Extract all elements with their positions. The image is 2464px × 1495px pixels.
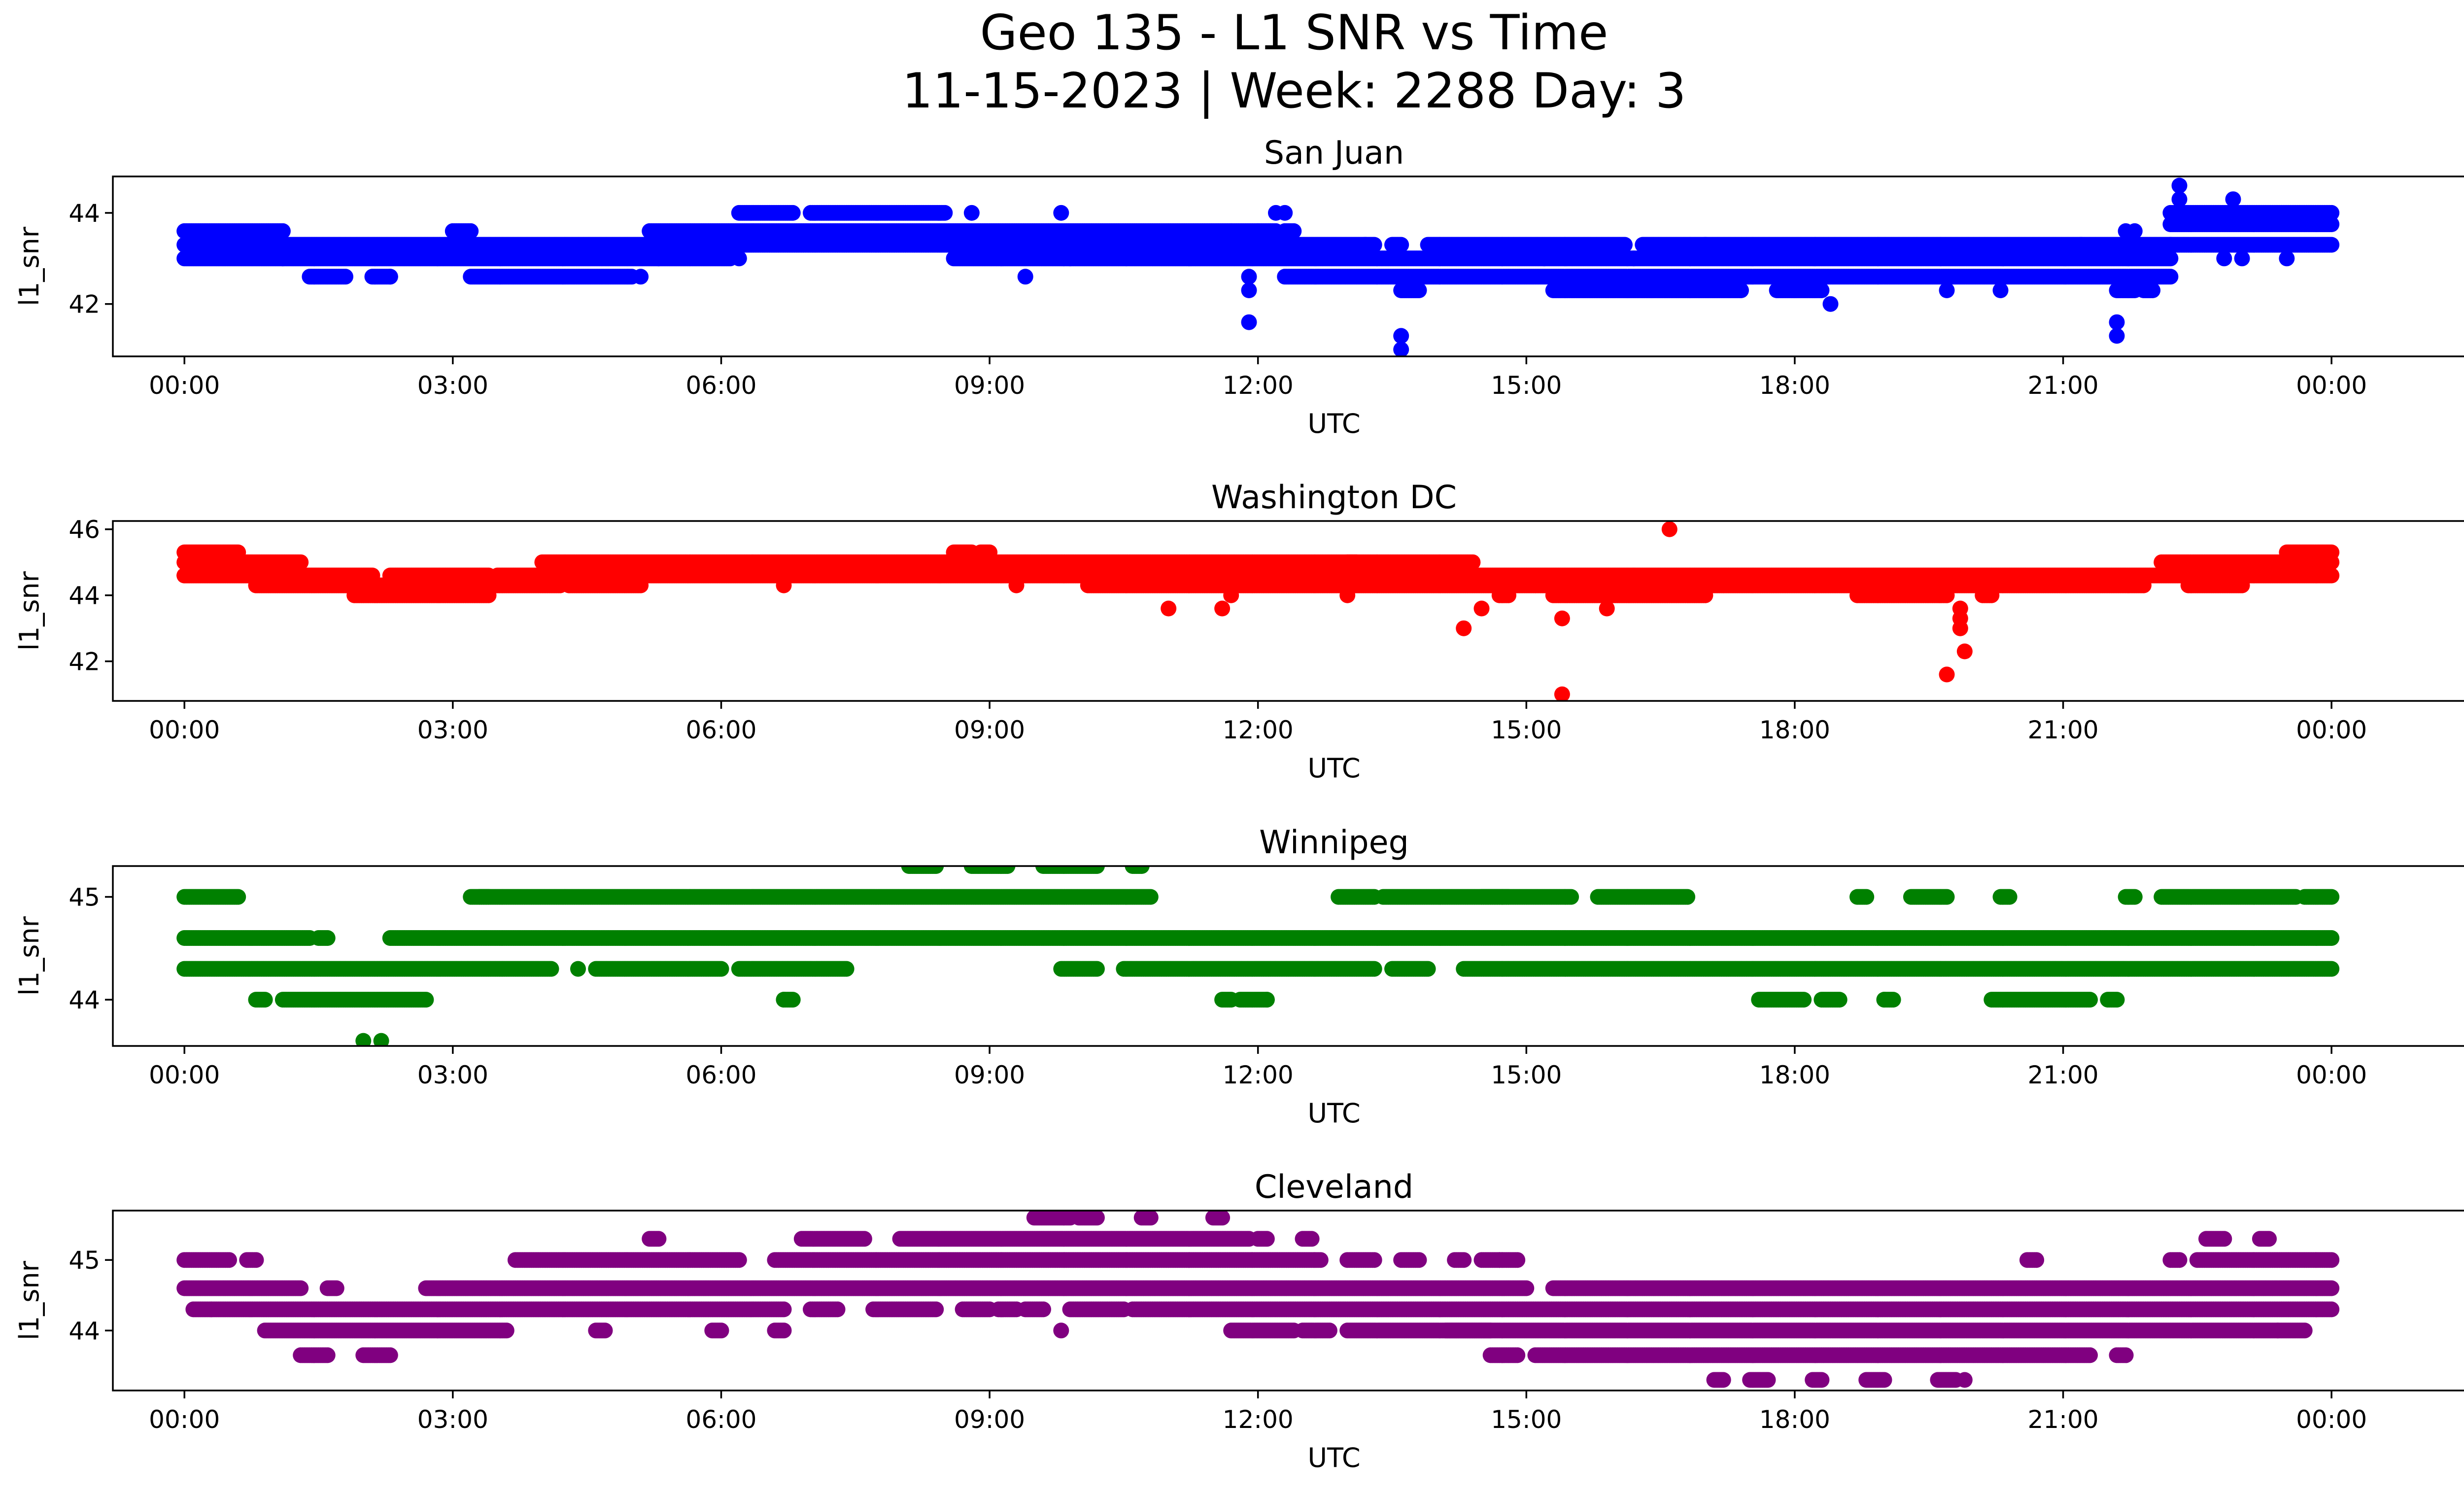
data-point [2324,237,2340,253]
data-point [1053,205,1069,221]
x-tick-label: 06:00 [685,371,756,400]
data-point [1223,223,1239,239]
subplot-0: San Juan 00:00 03:00 06:00 09:00 12:00 15:00 18… [14,135,2464,439]
data-point [963,205,980,221]
data-point [382,269,398,285]
data-point [1536,250,1552,267]
data-point [1733,282,1749,298]
data-point [1241,269,1257,285]
subplot-title: Washington DC [1211,479,1457,516]
y-tick-label: 42 [68,290,100,319]
y-tick-label: 44 [68,199,100,228]
data-point [1465,554,1481,570]
x-tick-label: 18:00 [1759,371,1830,400]
data-point [2118,223,2134,239]
data-point [2162,250,2179,267]
data-point [1786,282,1803,298]
data-point [1393,342,1409,356]
data-point [937,205,953,221]
data-point [2225,191,2241,208]
data-point [1393,237,1409,253]
data-point [1992,282,2009,298]
data-point [1259,237,1275,253]
data-point [1241,314,1257,330]
data-point [2216,250,2232,267]
figure-title-line2: 11-15-2023 | Week: 2288 Day: 3 [902,63,1686,119]
data-point [2279,250,2295,267]
data-point [463,223,479,239]
x-tick-label: 00:00 [2296,371,2367,400]
data-point [1268,205,1284,221]
data-point [2145,282,2161,298]
data-point [1250,223,1266,239]
data-point [2171,177,2188,194]
x-tick-label: 09:00 [954,371,1025,400]
data-point [1939,282,1955,298]
x-tick-label: 00:00 [149,371,220,400]
data-point [293,554,309,570]
data-point [2171,191,2188,208]
data-point [2234,250,2250,267]
x-tick-label: 15:00 [1491,371,1562,400]
x-axis-label: UTC [1307,408,1360,439]
data-point [1393,328,1409,344]
subplot-title: San Juan [1264,135,1404,172]
data-point [1241,282,1257,298]
data-point [2324,216,2340,232]
data-point [1814,282,1830,298]
data-point [785,205,801,221]
x-tick-label: 03:00 [417,371,488,400]
data-series [176,521,2340,701]
data-point [338,269,353,285]
data-point [1617,237,1633,253]
subplots: San Juan 00:00 03:00 06:00 09:00 12:00 15:00 18… [14,135,2464,1473]
figure-title-line1: Geo 135 - L1 SNR vs Time [980,5,1608,61]
data-point [1697,237,1713,253]
data-point [1286,223,1302,239]
data-point [2324,554,2340,570]
data-point [274,223,291,239]
data-point [2162,269,2179,285]
y-axis-label: l1_snr [14,226,45,306]
data-series [176,177,2340,356]
x-tick-label: 12:00 [1223,371,1294,400]
data-point [2109,314,2125,330]
data-point [633,269,649,285]
data-point [1017,269,1033,285]
data-point [731,250,747,267]
data-point [2109,328,2125,344]
data-point [1822,296,1839,312]
plot-area-frame [112,175,2464,357]
x-tick-label: 21:00 [2027,371,2098,400]
data-point [1357,237,1373,253]
data-point [1411,282,1427,298]
